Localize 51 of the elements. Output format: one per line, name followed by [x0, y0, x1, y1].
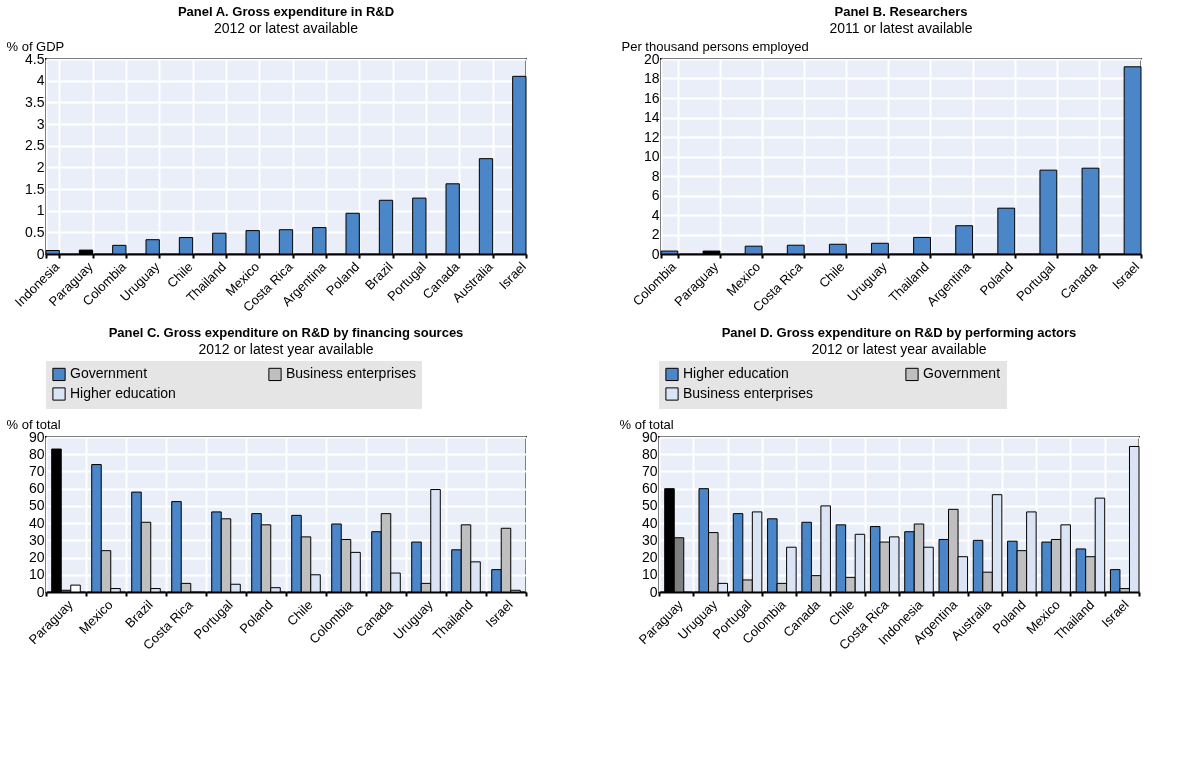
chart-subtitle: 2012 or latest year available: [811, 341, 987, 357]
legend-label: Government: [70, 365, 148, 382]
y-tick-label: 10: [28, 566, 45, 583]
legend-label: Business enterprises: [286, 365, 416, 382]
y-tick-label: 0: [651, 245, 660, 262]
legend-label: Higher education: [70, 385, 176, 401]
y-tick-label: 20: [641, 549, 658, 566]
chart-subtitle: 2012 or latest year available: [198, 341, 374, 357]
y-tick-label: 3: [36, 115, 45, 132]
chart-title: Panel C. Gross expenditure on R&D by financing sources: [108, 325, 464, 340]
y-tick-label: 70: [641, 462, 658, 479]
y-tick-label: 10: [641, 566, 658, 583]
y-tick-label: 14: [643, 109, 660, 125]
y-tick-label: 0: [36, 583, 45, 600]
y-tick-label: 50: [641, 497, 658, 514]
y-tick-label: 6: [651, 187, 660, 203]
y-tick-label: 4: [36, 72, 45, 89]
y-tick-label: 16: [643, 89, 660, 106]
y-tick-label: 0: [649, 583, 658, 600]
chart-title: Panel D. Gross expenditure on R&D by performing actors: [721, 325, 1077, 340]
chart-subtitle: 2012 or latest available: [214, 20, 359, 36]
legend-label: Government: [923, 365, 1001, 382]
chart-title: Panel A. Gross expenditure in R&D: [177, 4, 395, 19]
y-tick-label: 10: [643, 148, 660, 164]
y-tick-label: 60: [28, 480, 45, 497]
y-tick-label: 18: [643, 70, 660, 86]
y-tick-label: 30: [28, 531, 45, 548]
y-tick-label: 60: [641, 480, 658, 497]
y-tick-label: 0: [36, 245, 45, 262]
y-tick-label: 40: [28, 514, 45, 531]
y-tick-label: 2.5: [25, 137, 45, 154]
chart-subtitle: 2011 or latest available: [829, 20, 973, 36]
y-tick-label: 50: [28, 497, 45, 514]
y-tick-label: 3.5: [25, 93, 45, 110]
y-tick-label: 30: [641, 531, 658, 548]
y-tick-label: 70: [28, 462, 45, 479]
chart-title: Panel B. Researchers: [834, 4, 968, 19]
y-tick-label: 1: [36, 202, 45, 219]
y-tick-label: 4: [651, 206, 660, 223]
y-tick-label: 0.5: [25, 223, 45, 240]
y-tick-label: 12: [643, 128, 660, 145]
y-tick-label: 8: [651, 167, 660, 184]
y-tick-label: 2: [651, 226, 660, 242]
y-tick-label: 2: [36, 158, 45, 175]
y-tick-label: 40: [641, 514, 658, 531]
y-tick-label: 80: [641, 445, 658, 462]
y-tick-label: 1.5: [25, 180, 45, 197]
y-tick-label: 20: [28, 549, 45, 566]
y-tick-label: 80: [28, 445, 45, 462]
legend-label: Business enterprises: [683, 385, 813, 401]
legend-label: Higher education: [683, 365, 789, 382]
